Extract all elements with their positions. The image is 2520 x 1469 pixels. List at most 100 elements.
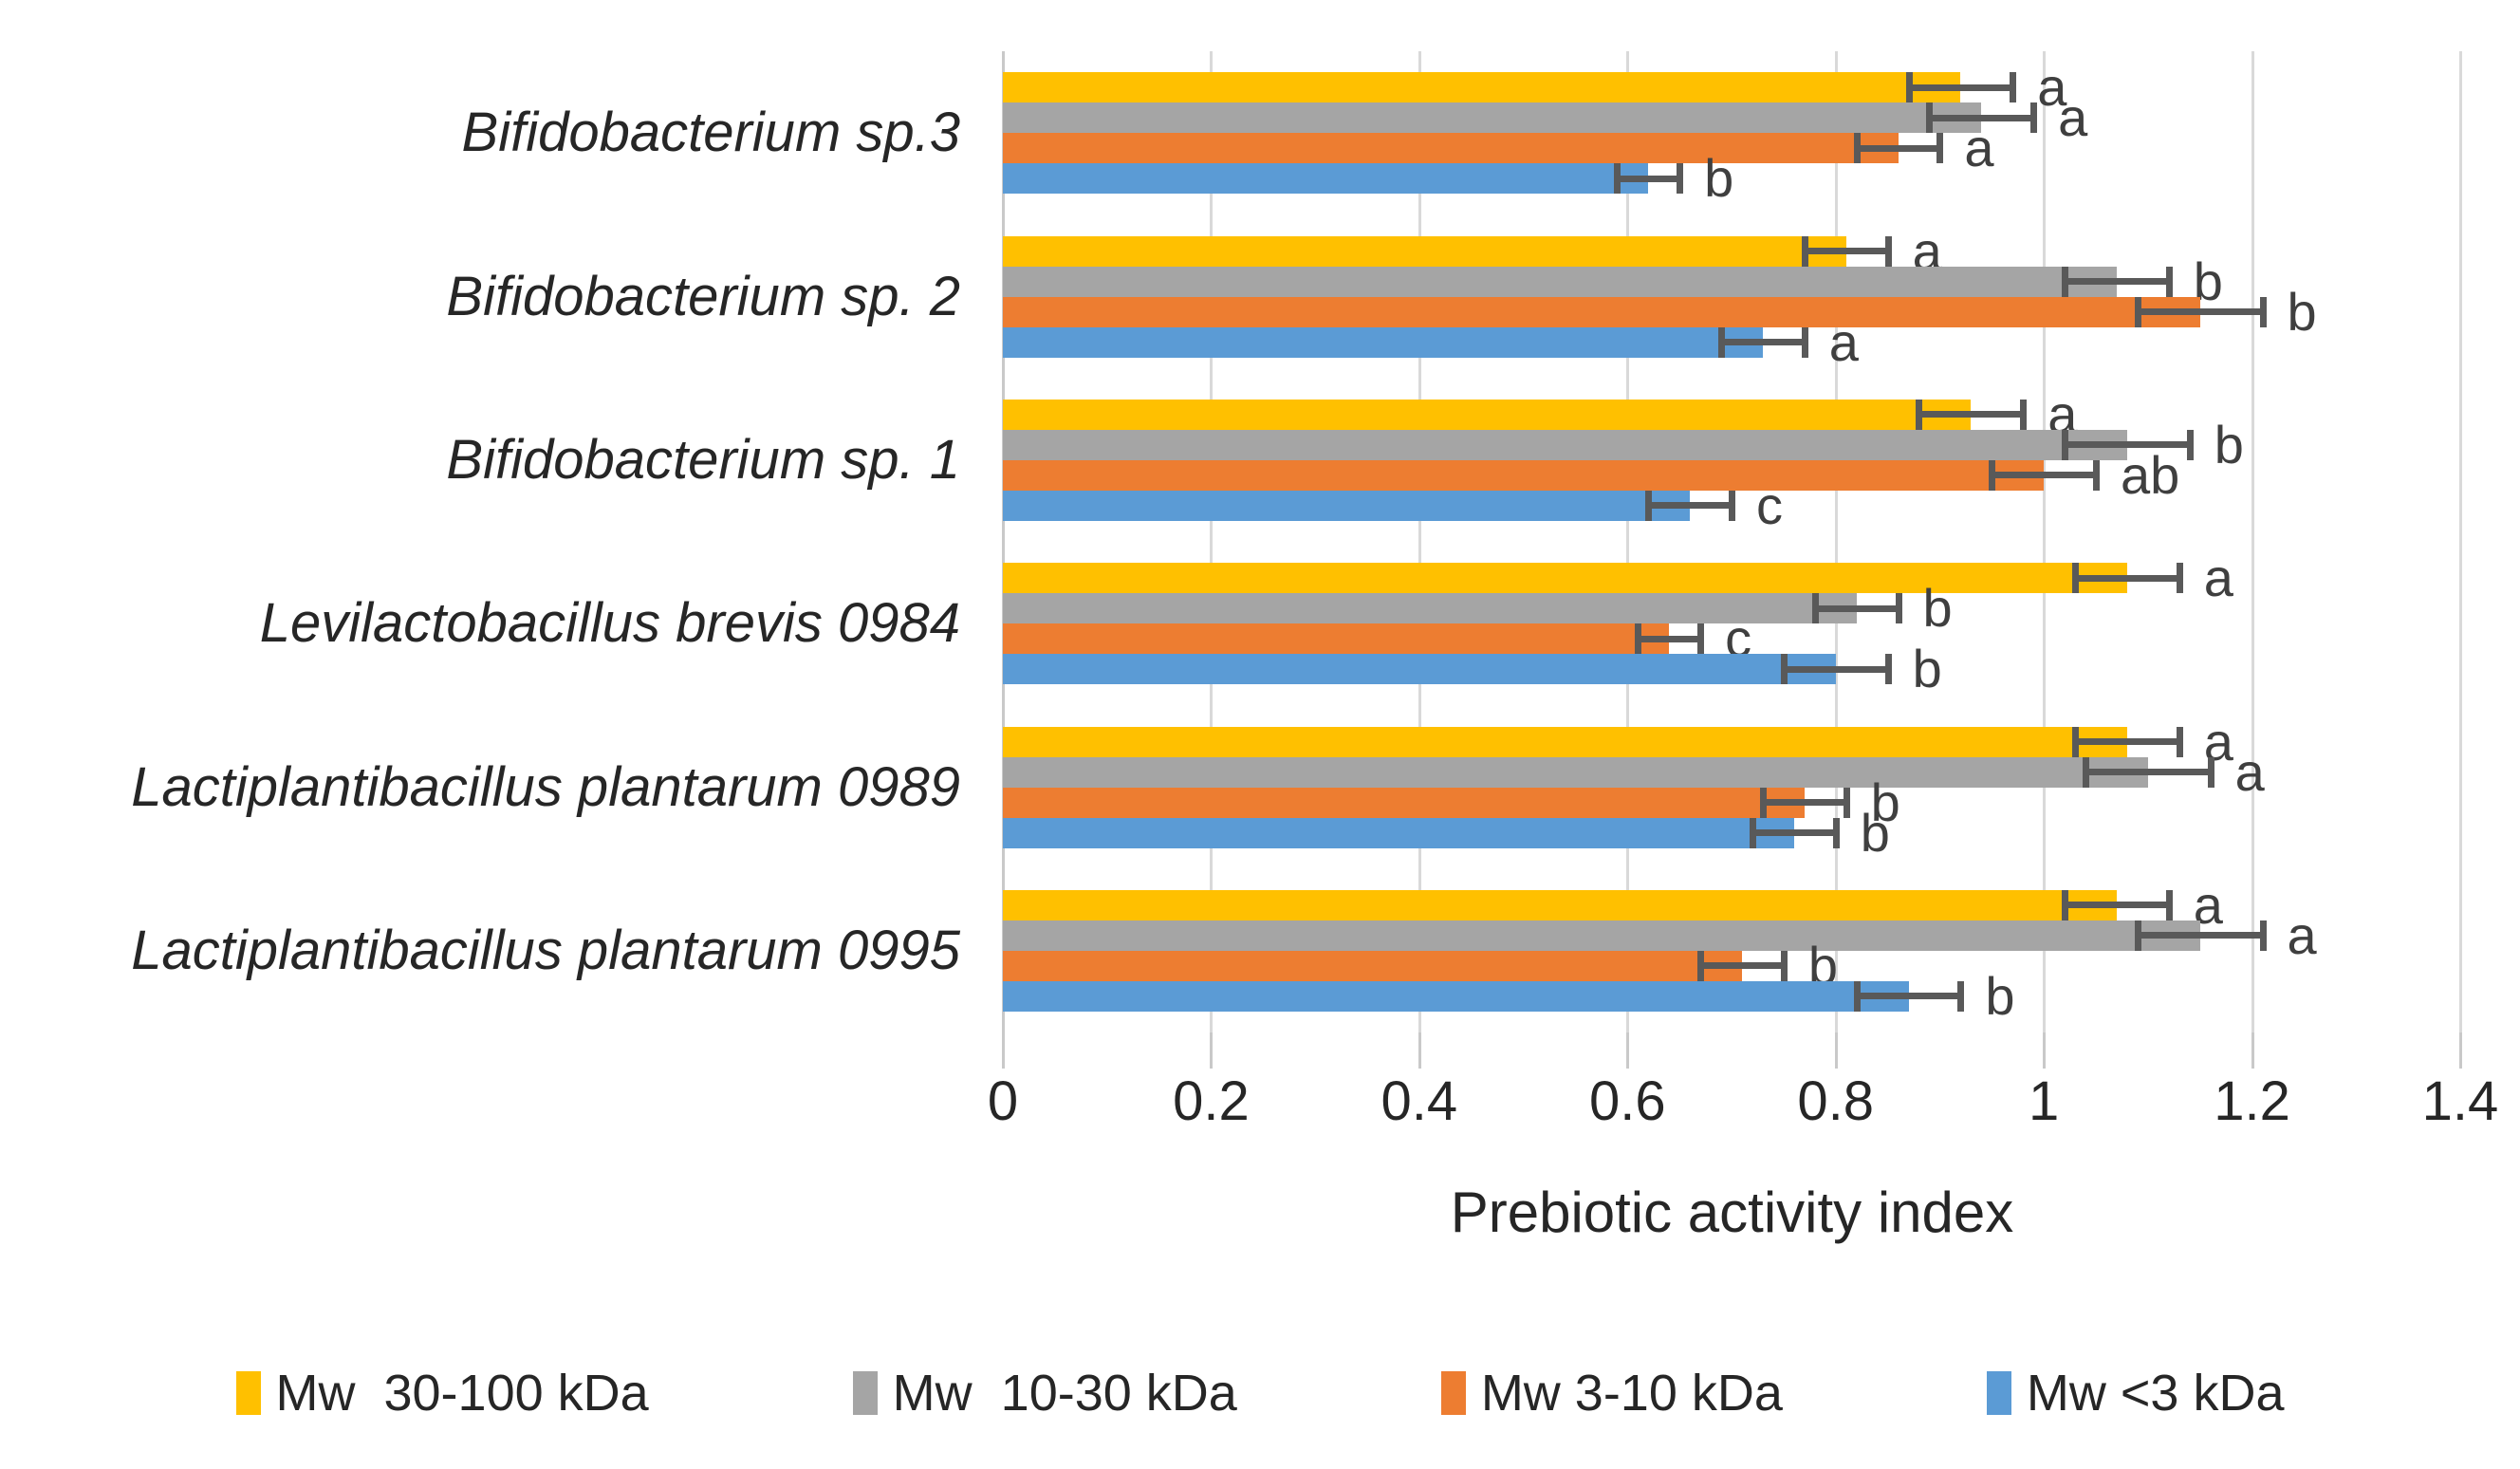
legend-item: Mw <3 kDa bbox=[1986, 1365, 2285, 1422]
gridline bbox=[1626, 51, 1630, 1032]
bar bbox=[1003, 490, 1691, 521]
error-bar-cap bbox=[2186, 429, 2194, 460]
gridline bbox=[2251, 51, 2254, 1032]
x-tick-label: 0 bbox=[987, 1070, 1019, 1132]
error-bar-cap bbox=[2072, 726, 2080, 757]
significance-letter: a bbox=[2287, 904, 2317, 965]
bar bbox=[1003, 563, 2127, 594]
significance-letter: a bbox=[2058, 87, 2088, 148]
bar bbox=[1003, 593, 1857, 624]
error-bar-cap bbox=[2083, 756, 2090, 788]
legend-label: Mw <3 kDa bbox=[2026, 1365, 2285, 1422]
bar bbox=[1003, 817, 1794, 848]
error-bar-line bbox=[1751, 829, 1836, 836]
bar bbox=[1003, 429, 2127, 460]
error-bar-cap bbox=[2093, 459, 2100, 491]
legend: Mw 30-100 kDa Mw 10-30 kDa Mw 3-10 kDa M… bbox=[0, 1365, 2520, 1422]
error-bar-cap bbox=[1697, 950, 1705, 981]
bar bbox=[1003, 980, 1909, 1012]
significance-letter: a bbox=[2203, 548, 2233, 608]
significance-letter: b bbox=[2287, 281, 2317, 342]
x-tick-label: 0.8 bbox=[1797, 1070, 1875, 1132]
error-bar-cap bbox=[2134, 296, 2141, 327]
significance-letter: b bbox=[1704, 148, 1734, 209]
error-bar-line bbox=[1648, 502, 1732, 510]
error-bar-cap bbox=[1936, 133, 1944, 164]
category-label: Bifidobacterium sp. 1 bbox=[446, 428, 960, 491]
bar bbox=[1003, 102, 1982, 134]
x-tick-label: 1 bbox=[2029, 1070, 2060, 1132]
x-axis-tick bbox=[2251, 1032, 2254, 1069]
category-label: Bifidobacterium sp. 2 bbox=[446, 265, 960, 327]
gridline bbox=[2459, 51, 2462, 1032]
bar bbox=[1003, 163, 1649, 195]
category-label: Lactiplantibacillus plantarum 0989 bbox=[131, 755, 960, 818]
x-axis-title: Prebiotic activity index bbox=[1450, 1181, 2014, 1244]
legend-swatch-mw-lt3 bbox=[1986, 1371, 2011, 1415]
error-bar-cap bbox=[2062, 429, 2069, 460]
significance-letter: b bbox=[1985, 965, 2015, 1026]
significance-letter: b bbox=[1912, 639, 1942, 699]
bar bbox=[1003, 889, 2117, 920]
error-bar-line bbox=[2075, 738, 2179, 745]
legend-item: Mw 10-30 kDa bbox=[852, 1365, 1237, 1422]
error-bar-cap bbox=[1853, 980, 1861, 1012]
error-bar-line bbox=[1856, 993, 1961, 1000]
error-bar-line bbox=[1638, 635, 1701, 642]
x-tick-label: 0.4 bbox=[1380, 1070, 1458, 1132]
error-bar-line bbox=[1814, 604, 1899, 612]
error-bar-cap bbox=[2072, 563, 2080, 594]
error-bar-cap bbox=[2020, 399, 2028, 430]
error-bar-cap bbox=[1843, 787, 1850, 818]
category-label: Lactiplantibacillus plantarum 0995 bbox=[131, 919, 960, 981]
error-bar-cap bbox=[2176, 726, 2183, 757]
bar bbox=[1003, 920, 2200, 951]
significance-letter: b bbox=[1860, 802, 1890, 863]
error-bar-line bbox=[2075, 574, 2179, 582]
bar bbox=[1003, 787, 1805, 818]
x-tick-label: 0.2 bbox=[1173, 1070, 1250, 1132]
bar bbox=[1003, 72, 1961, 103]
error-bar-cap bbox=[2165, 266, 2173, 297]
bar bbox=[1003, 756, 2148, 788]
error-bar-cap bbox=[2062, 889, 2069, 920]
error-bar-line bbox=[1918, 411, 2024, 418]
error-bar-cap bbox=[1697, 623, 1705, 655]
gridline bbox=[1418, 51, 1421, 1032]
error-bar-cap bbox=[2207, 756, 2214, 788]
bar bbox=[1003, 623, 1670, 655]
legend-item: Mw 30-100 kDa bbox=[235, 1365, 649, 1422]
x-axis-tick bbox=[2043, 1032, 2047, 1069]
category-label: Bifidobacterium sp.3 bbox=[461, 102, 960, 164]
error-bar-cap bbox=[1749, 817, 1756, 848]
bar bbox=[1003, 296, 2200, 327]
x-tick-label: 0.6 bbox=[1588, 1070, 1666, 1132]
error-bar-line bbox=[2065, 278, 2169, 285]
legend-swatch-mw-3-10 bbox=[1440, 1371, 1466, 1415]
error-bar-cap bbox=[1729, 490, 1735, 521]
significance-letter: b bbox=[1922, 578, 1953, 639]
error-bar-cap bbox=[1759, 787, 1767, 818]
significance-letter: a bbox=[1964, 118, 1994, 178]
error-bar-cap bbox=[1801, 326, 1808, 358]
gridline bbox=[1834, 51, 1838, 1032]
significance-letter: a bbox=[1828, 311, 1859, 372]
x-axis-tick bbox=[1002, 1032, 1005, 1069]
error-bar-cap bbox=[1677, 163, 1684, 195]
error-bar-cap bbox=[1957, 980, 1965, 1012]
error-bar-cap bbox=[1718, 326, 1726, 358]
x-tick-label: 1.4 bbox=[2421, 1070, 2499, 1132]
error-bar-cap bbox=[1916, 399, 1923, 430]
error-bar-line bbox=[1783, 665, 1888, 673]
error-bar-line bbox=[1804, 248, 1888, 254]
error-bar-line bbox=[2065, 441, 2190, 449]
x-axis-tick bbox=[1418, 1032, 1421, 1069]
error-bar-cap bbox=[1780, 654, 1788, 685]
category-label: Levilactobacillus brevis 0984 bbox=[259, 592, 960, 655]
error-bar-cap bbox=[2165, 889, 2173, 920]
error-bar-cap bbox=[1801, 235, 1808, 267]
significance-letter: a bbox=[2234, 741, 2265, 802]
error-bar-line bbox=[1700, 962, 1784, 970]
bar bbox=[1003, 399, 1972, 430]
